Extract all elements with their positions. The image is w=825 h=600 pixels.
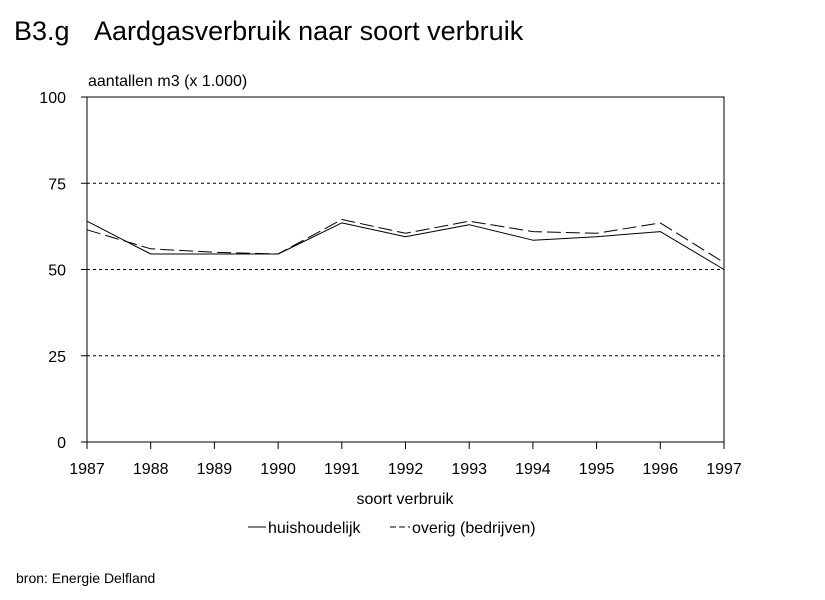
grid [87, 182, 724, 357]
x-tick-label-1996: 1996 [643, 461, 679, 478]
x-tick-label-1994: 1994 [515, 461, 551, 478]
x-tick-label-1987: 1987 [69, 461, 105, 478]
x-tick-label-1992: 1992 [388, 461, 424, 478]
x-axis-label: soort verbruik [357, 491, 455, 508]
x-tick-label-1995: 1995 [579, 461, 615, 478]
series-line-huishoudelijk [86, 220, 725, 270]
x-tick-label-1997: 1997 [706, 461, 742, 478]
chart-title-code: B3.g [14, 16, 70, 46]
chart-title: Aardgasverbruik naar soort verbruik [94, 16, 524, 46]
legend: huishoudelijk overig (bedrijven) [248, 520, 536, 537]
legend-label-huishoudelijk: huishoudelijk [268, 520, 362, 537]
x-tick-label-1990: 1990 [260, 461, 296, 478]
x-tick-label-1991: 1991 [324, 461, 360, 478]
series [86, 219, 725, 270]
y-tick-label-50: 50 [48, 263, 66, 280]
y-tick-label-75: 75 [48, 176, 66, 193]
source-note: bron: Energie Delfland [16, 570, 155, 586]
y-ticks: 0 25 50 75 100 [39, 90, 87, 452]
x-tick-label-1993: 1993 [451, 461, 487, 478]
x-ticks: 1987 1988 1989 1990 1991 1992 1993 1994 1995 1996… [69, 442, 742, 478]
y-tick-label-0: 0 [57, 435, 66, 452]
legend-label-overig: overig (bedrijven) [412, 520, 536, 537]
x-tick-label-1989: 1989 [197, 461, 233, 478]
x-tick-label-1988: 1988 [133, 461, 169, 478]
y-tick-label-100: 100 [39, 90, 66, 107]
y-tick-label-25: 25 [48, 349, 66, 366]
series-line-overig [86, 219, 725, 264]
y-axis-label: aantallen m3 (x 1.000) [88, 73, 247, 90]
